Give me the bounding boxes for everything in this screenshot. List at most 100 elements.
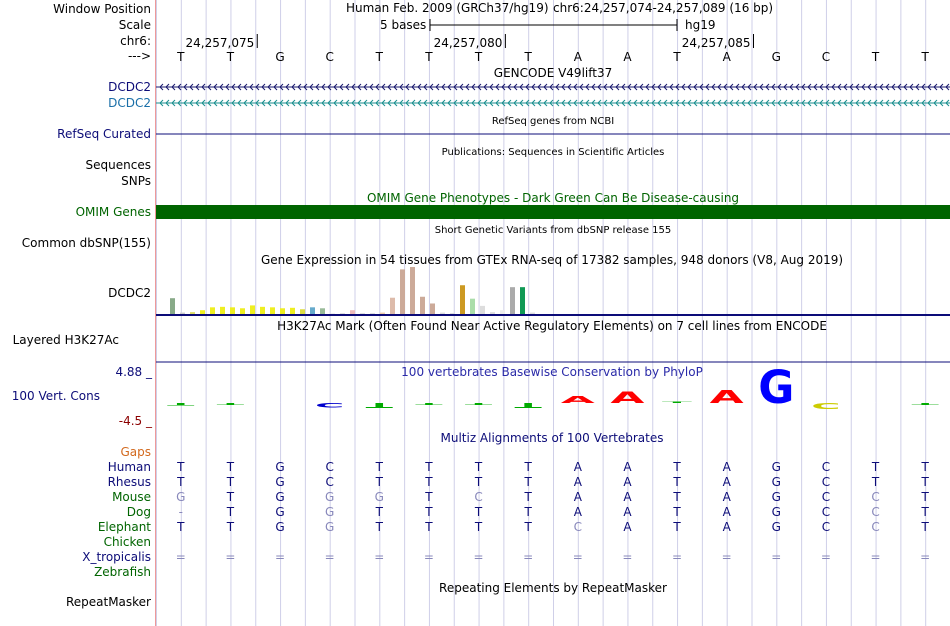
strand-chevron <box>927 99 932 107</box>
gtex-tissue-bar[interactable] <box>230 307 235 315</box>
strand-chevron <box>537 99 542 107</box>
dcdc2-gencode-label-2[interactable]: DCDC2 <box>108 96 151 110</box>
chrom-label[interactable]: chr6: <box>120 34 151 48</box>
alignment-base: T <box>672 490 681 504</box>
gtex-tissue-bar[interactable] <box>430 303 435 315</box>
snps-label[interactable]: SNPs <box>121 174 151 188</box>
species-dog-label[interactable]: Dog <box>126 505 151 519</box>
coordinate-tick-label: 24,257,085 <box>682 36 751 50</box>
strand-chevron <box>381 83 386 91</box>
gtex-tissue-bar[interactable] <box>300 309 305 315</box>
scale-label[interactable]: Scale <box>118 18 151 32</box>
gtex-tissue-bar[interactable] <box>520 287 525 315</box>
strand-chevron <box>807 99 812 107</box>
strand-chevron <box>903 99 908 107</box>
gtex-tissue-bar[interactable] <box>510 287 515 315</box>
gtex-tissue-bar[interactable] <box>390 297 395 315</box>
gtex-tissue-bar[interactable] <box>190 312 195 315</box>
gtex-tissue-bar[interactable] <box>320 308 325 315</box>
gtex-tissue-bar[interactable] <box>170 298 175 315</box>
gtex-tissue-bar[interactable] <box>200 310 205 315</box>
strand-chevron <box>345 83 350 91</box>
layered-h3k27ac-label[interactable]: Layered H3K27Ac <box>12 333 119 347</box>
strand-chevron <box>327 99 332 107</box>
vert-cons-label[interactable]: 100 Vert. Cons <box>11 389 100 403</box>
gtex-tissue-bar[interactable] <box>310 307 315 315</box>
species-zebrafish-label[interactable]: Zebrafish <box>94 565 151 579</box>
strand-chevron <box>237 83 242 91</box>
species-chicken-label[interactable]: Chicken <box>103 535 151 549</box>
strand-chevron <box>777 83 782 91</box>
strand-chevron <box>489 99 494 107</box>
species-rhesus-label[interactable]: Rhesus <box>107 475 151 489</box>
strand-chevron <box>333 99 338 107</box>
strand-chevron <box>525 83 530 91</box>
strand-chevron <box>801 99 806 107</box>
gtex-tissue-bar[interactable] <box>530 312 535 315</box>
alignment-base: G <box>772 505 781 519</box>
gtex-tissue-bar[interactable] <box>470 298 475 315</box>
phylop-base-logo: A <box>710 386 744 407</box>
refseq-curated-label[interactable]: RefSeq Curated <box>57 127 151 141</box>
species-xtropicalis-label[interactable]: X_tropicalis <box>82 550 151 564</box>
gtex-tissue-bar[interactable] <box>180 312 185 315</box>
gaps-label[interactable]: Gaps <box>120 445 151 459</box>
phylop-max-label[interactable]: 4.88 _ <box>115 365 152 379</box>
strand-chevron <box>471 99 476 107</box>
alignment-base: T <box>226 460 235 474</box>
strand-chevron <box>795 83 800 91</box>
strand-chevron <box>705 99 710 107</box>
gtex-tissue-bar[interactable] <box>260 306 265 315</box>
gtex-tissue-bar[interactable] <box>220 306 225 315</box>
strand-chevron <box>813 83 818 91</box>
gtex-tissue-bar[interactable] <box>250 305 255 315</box>
gtex-tissue-bar[interactable] <box>490 312 495 315</box>
strand-chevron <box>213 83 218 91</box>
strand-chevron <box>231 99 236 107</box>
gtex-tissue-bar[interactable] <box>410 267 415 315</box>
gtex-tissue-bar[interactable] <box>480 305 485 315</box>
sequences-label[interactable]: Sequences <box>85 158 151 172</box>
alignment-base: = <box>424 550 434 564</box>
omim-genes-label[interactable]: OMIM Genes <box>75 205 151 219</box>
gtex-tissue-bar[interactable] <box>240 308 245 315</box>
phylop-min-label[interactable]: -4.5 _ <box>118 414 152 428</box>
species-mouse-label[interactable]: Mouse <box>112 490 151 504</box>
strand-chevron <box>339 99 344 107</box>
strand-chevron <box>399 99 404 107</box>
omim-gene-bar[interactable] <box>156 205 950 219</box>
strand-chevron <box>747 99 752 107</box>
common-dbsnp-label[interactable]: Common dbSNP(155) <box>21 236 151 250</box>
strand-chevron <box>711 83 716 91</box>
gtex-tissue-bar[interactable] <box>460 285 465 315</box>
strand-chevron <box>609 83 614 91</box>
gtex-dcdc2-label[interactable]: DCDC2 <box>108 286 151 300</box>
gtex-tissue-bar[interactable] <box>350 310 355 315</box>
alignment-base: T <box>375 475 384 489</box>
gtex-tissue-bar[interactable] <box>400 269 405 315</box>
gtex-tissue-bar[interactable] <box>500 310 505 315</box>
alignment-base: G <box>772 460 781 474</box>
strand-label[interactable]: ---> <box>127 49 151 63</box>
strand-chevron <box>561 83 566 91</box>
strand-chevron <box>507 83 512 91</box>
gtex-tissue-bar[interactable] <box>440 312 445 315</box>
window-position-label[interactable]: Window Position <box>53 2 151 16</box>
gtex-tissue-bar[interactable] <box>210 307 215 315</box>
species-elephant-label[interactable]: Elephant <box>97 520 151 534</box>
dcdc2-gencode-label-1[interactable]: DCDC2 <box>108 80 151 94</box>
alignment-base: C <box>871 505 879 519</box>
strand-chevron <box>369 99 374 107</box>
phylop-base-logo: C <box>811 401 840 410</box>
species-human-label[interactable]: Human <box>107 460 151 474</box>
repeatmasker-label[interactable]: RepeatMasker <box>65 595 151 609</box>
refseq-track-title: RefSeq genes from NCBI <box>492 116 614 127</box>
gtex-tissue-bar[interactable] <box>420 296 425 315</box>
gtex-tissue-bar[interactable] <box>280 308 285 315</box>
gtex-tissue-bar[interactable] <box>270 307 275 315</box>
gtex-tissue-bar[interactable] <box>380 312 385 315</box>
gtex-tissue-bar[interactable] <box>290 307 295 315</box>
alignment-base: A <box>623 520 632 534</box>
phylop-base-logo: A <box>561 394 595 406</box>
